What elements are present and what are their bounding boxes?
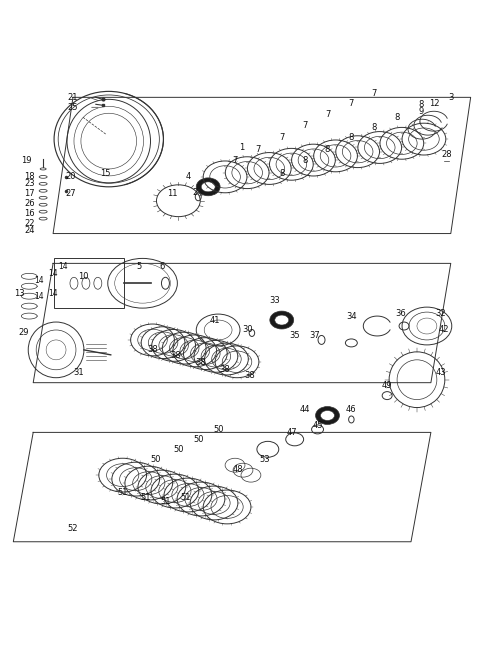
Ellipse shape (196, 178, 220, 195)
Text: 4: 4 (186, 173, 191, 181)
Text: 29: 29 (18, 329, 28, 337)
Text: 24: 24 (24, 226, 35, 235)
Text: 22: 22 (24, 219, 35, 228)
Text: 17: 17 (24, 190, 35, 198)
Text: 16: 16 (24, 209, 35, 218)
Ellipse shape (270, 311, 294, 329)
Ellipse shape (201, 182, 215, 192)
Text: 32: 32 (435, 308, 446, 318)
Text: 8: 8 (348, 133, 354, 142)
Text: 48: 48 (233, 464, 243, 474)
Text: 53: 53 (260, 455, 270, 464)
Text: 50: 50 (150, 455, 161, 464)
Text: 28: 28 (442, 150, 452, 159)
Text: 38: 38 (220, 365, 230, 375)
Text: 1: 1 (240, 142, 245, 152)
Text: 45: 45 (312, 421, 323, 430)
Text: 46: 46 (346, 405, 357, 414)
Text: 19: 19 (21, 157, 32, 165)
Text: 7: 7 (325, 110, 330, 119)
Text: 8: 8 (372, 123, 377, 132)
Text: 30: 30 (243, 325, 253, 335)
Text: 23: 23 (24, 179, 35, 188)
Ellipse shape (315, 407, 339, 424)
Text: 12: 12 (429, 99, 439, 108)
Text: 50: 50 (193, 435, 204, 444)
Text: 37: 37 (309, 331, 320, 340)
Text: 49: 49 (382, 381, 392, 390)
Text: 5: 5 (136, 262, 141, 271)
Text: 36: 36 (396, 308, 407, 318)
Text: 47: 47 (287, 428, 297, 437)
Text: 25: 25 (68, 103, 78, 112)
Text: 13: 13 (14, 289, 24, 298)
Text: 41: 41 (210, 316, 220, 325)
Text: 27: 27 (66, 190, 76, 198)
Text: 7: 7 (348, 99, 354, 108)
Text: 7: 7 (232, 157, 238, 165)
Text: 8: 8 (279, 169, 285, 178)
Text: 8: 8 (325, 144, 330, 154)
Text: 8: 8 (395, 113, 400, 122)
Text: 3: 3 (448, 93, 454, 102)
Text: 35: 35 (289, 331, 300, 340)
Text: 38: 38 (195, 358, 205, 367)
Bar (54, 258, 124, 308)
Text: 6: 6 (160, 262, 165, 271)
Ellipse shape (275, 315, 288, 325)
Text: 10: 10 (78, 272, 88, 281)
Text: 51: 51 (118, 487, 128, 497)
Text: 9: 9 (419, 107, 423, 115)
Text: 11: 11 (167, 190, 178, 198)
Text: 8: 8 (418, 100, 424, 109)
Text: 38: 38 (147, 345, 158, 354)
Text: 7: 7 (302, 121, 307, 130)
Text: 15: 15 (100, 169, 111, 178)
Text: 51: 51 (180, 493, 191, 502)
Text: 7: 7 (372, 89, 377, 98)
Text: 14: 14 (48, 289, 58, 298)
Text: 8: 8 (302, 157, 307, 165)
Ellipse shape (321, 411, 335, 420)
Text: 2: 2 (192, 188, 198, 197)
Text: 44: 44 (300, 405, 310, 414)
Text: 43: 43 (435, 368, 446, 377)
Text: 51: 51 (160, 497, 171, 506)
Text: 50: 50 (213, 425, 223, 434)
Text: 14: 14 (58, 262, 68, 271)
Text: 20: 20 (66, 173, 76, 181)
Text: 14: 14 (35, 276, 44, 285)
Text: 7: 7 (279, 133, 285, 142)
Text: 31: 31 (73, 368, 84, 377)
Text: 7: 7 (255, 144, 261, 154)
Text: 38: 38 (170, 352, 181, 360)
Text: 18: 18 (24, 173, 35, 181)
Text: 38: 38 (245, 371, 255, 380)
Text: 50: 50 (173, 445, 184, 454)
Text: 34: 34 (346, 312, 357, 321)
Text: 42: 42 (439, 325, 449, 335)
Text: 14: 14 (48, 269, 58, 278)
Text: 21: 21 (68, 93, 78, 102)
Text: 33: 33 (269, 296, 280, 304)
Text: 14: 14 (35, 292, 44, 300)
Text: 52: 52 (68, 524, 78, 533)
Text: 26: 26 (24, 199, 35, 208)
Text: 51: 51 (140, 493, 151, 502)
